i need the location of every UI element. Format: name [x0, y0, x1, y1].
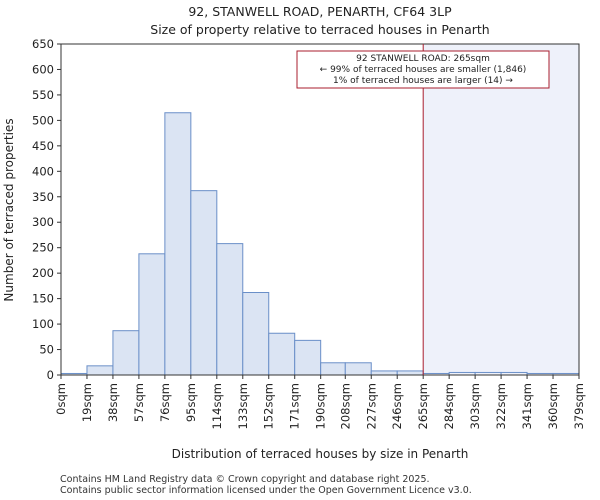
histogram-bar	[294, 339, 322, 376]
annotation-box	[296, 50, 550, 89]
histogram-bar	[112, 330, 140, 376]
x-tick-label: 322sqm	[494, 383, 508, 429]
histogram-bar	[242, 292, 270, 376]
y-tick-label: 350	[32, 190, 54, 204]
x-tick-label: 208sqm	[338, 383, 352, 429]
x-tick-label: 152sqm	[262, 383, 276, 429]
y-tick-label: 650	[32, 37, 54, 51]
histogram-bar	[138, 253, 166, 376]
x-tick-label: 227sqm	[364, 383, 378, 429]
annotation-line-title: 92 STANWELL ROAD: 265sqm	[356, 54, 490, 64]
y-axis: 0 50 100 150 200 250 300 350 400 450 500 550 600 650	[32, 37, 61, 382]
histogram-bars	[60, 112, 580, 376]
y-tick-label: 100	[32, 317, 54, 331]
x-tick-label: 265sqm	[416, 383, 430, 429]
histogram-bar	[344, 362, 372, 376]
y-tick-label: 0	[47, 368, 54, 382]
chart-subtitle: Size of property relative to terraced ho…	[150, 22, 489, 37]
x-tick-label: 0sqm	[54, 383, 68, 415]
y-tick-label: 600	[32, 62, 54, 76]
y-tick-label: 250	[32, 241, 54, 255]
x-tick-label: 19sqm	[80, 383, 94, 422]
y-tick-label: 450	[32, 139, 54, 153]
y-tick-label: 400	[32, 164, 54, 178]
y-tick-label: 300	[32, 215, 54, 229]
x-tick-label: 76sqm	[158, 383, 172, 422]
histogram-bar	[190, 190, 218, 376]
x-tick-label: 341sqm	[520, 383, 534, 429]
footer-licence: Contains public sector information licen…	[60, 485, 472, 496]
x-tick-label: 114sqm	[210, 383, 224, 429]
histogram-bar	[164, 112, 192, 376]
x-axis-label: Distribution of terraced houses by size …	[172, 447, 469, 461]
y-tick-label: 500	[32, 113, 54, 127]
histogram-bar	[396, 370, 424, 376]
marker-annotation: 92 STANWELL ROAD: 265sqm ← 99% of terrac…	[296, 50, 550, 89]
x-tick-label: 190sqm	[314, 383, 328, 429]
x-tick-label: 133sqm	[236, 383, 250, 429]
histogram-bar	[320, 362, 346, 376]
x-tick-label: 246sqm	[390, 383, 404, 429]
x-tick-label: 284sqm	[442, 383, 456, 429]
y-axis-label: Number of terraced properties	[2, 118, 16, 301]
histogram-bar	[268, 332, 296, 376]
larger-properties-region	[423, 44, 579, 375]
y-tick-label: 50	[39, 343, 54, 357]
y-tick-label: 550	[32, 88, 54, 102]
x-tick-label: 171sqm	[288, 383, 302, 429]
x-tick-label: 379sqm	[572, 383, 586, 429]
y-tick-label: 200	[32, 266, 54, 280]
histogram-bar	[370, 370, 398, 376]
chart-title: 92, STANWELL ROAD, PENARTH, CF64 3LP	[188, 4, 452, 19]
annotation-line-smaller: ← 99% of terraced houses are smaller (1,…	[320, 65, 527, 75]
x-tick-label: 303sqm	[468, 383, 482, 429]
x-tick-label: 95sqm	[184, 383, 198, 422]
annotation-line-larger: 1% of terraced houses are larger (14) →	[333, 76, 513, 86]
x-tick-label: 360sqm	[546, 383, 560, 429]
footer-copyright: Contains HM Land Registry data © Crown c…	[60, 474, 430, 485]
x-tick-label: 38sqm	[106, 383, 120, 422]
x-axis: 0sqm 19sqm 38sqm 57sqm 76sqm 95sqm 114sqm 133sq…	[54, 375, 586, 429]
plot-area-frame	[60, 43, 580, 376]
histogram-bar	[216, 243, 244, 376]
y-tick-label: 150	[32, 292, 54, 306]
histogram-bar	[86, 365, 114, 376]
x-tick-label: 57sqm	[132, 383, 146, 422]
